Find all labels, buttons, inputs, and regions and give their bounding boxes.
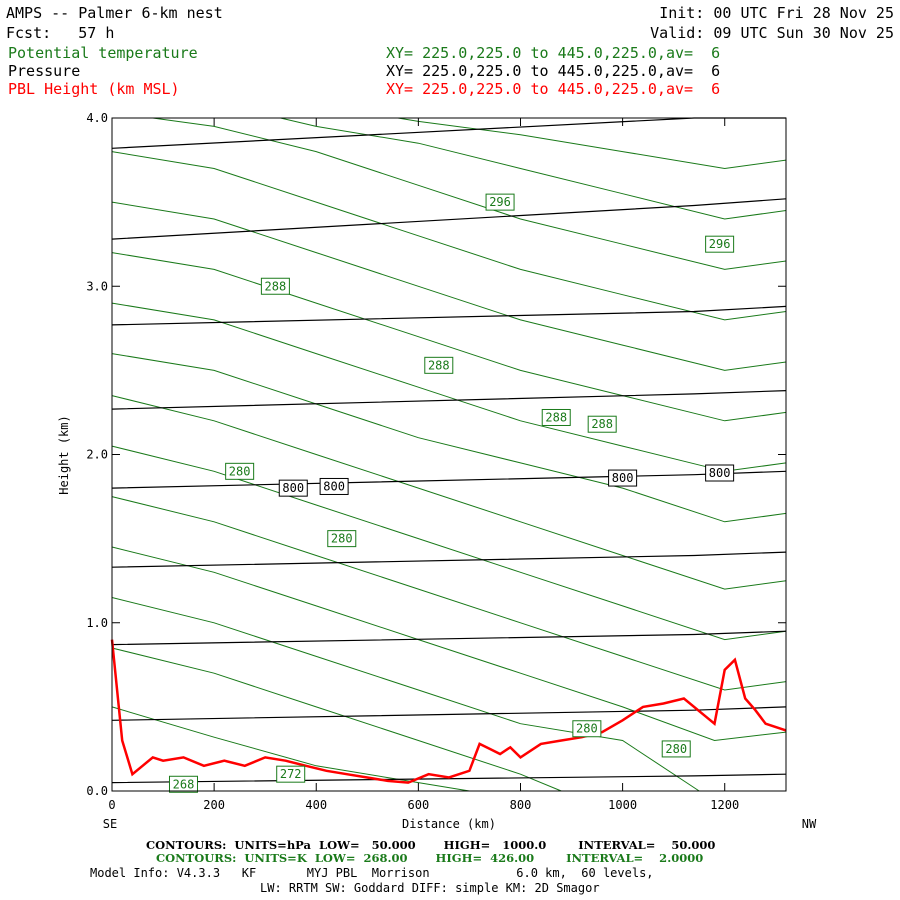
theta-isoline-9 [111,252,787,422]
y-tick-label-3: 3.0 [86,279,108,293]
contour-label-box-10 [276,765,306,783]
theta-isoline-6 [111,395,787,590]
field-pressure-name: Pressure [8,62,81,80]
contour-label-15: 800 [709,466,731,480]
theta-isoline-13 [280,117,787,220]
contour-label-box-11 [168,775,198,793]
pressure-line-3 [111,551,787,568]
field-theta-xy: XY= 225.0,225.0 to 445.0,225.0,av= 6 [386,44,721,62]
x-tick-label-0: 0 [108,798,115,812]
cross-section-chart: 296 296 288 288 288 288 280 280 280 280 272 268 800 8… [57,111,817,831]
contour-label-10: 272 [280,767,302,781]
x-tick-label-6: 1200 [710,798,739,812]
contour-label-2: 288 [265,279,287,293]
field-pressure-xy: XY= 225.0,225.0 to 445.0,225.0,av= 6 [386,62,721,80]
field-theta-name: Potential temperature [8,44,198,62]
theta-isoline-0 [111,706,470,792]
theta-isoline-14 [397,117,787,170]
contour-label-9: 280 [665,742,687,756]
contour-label-box-5 [587,415,617,433]
pressure-line-4 [111,470,787,489]
contour-label-8: 280 [576,722,598,736]
contour-label-13: 800 [323,479,345,493]
contour-label-box-9 [661,740,691,758]
theta-isoline-3 [111,546,787,742]
pressure-line-6 [111,305,787,326]
contour-label-box-3 [424,356,454,374]
contour-label-box-6 [225,462,255,480]
contour-label-12: 800 [282,481,304,495]
contour-label-7: 280 [331,532,353,546]
contour-label-box-13 [319,477,349,495]
contour-label-box-4 [541,408,571,426]
pbl-height-line [110,639,787,784]
x-tick-label-3: 600 [408,798,430,812]
x-tick-label-5: 1000 [608,798,637,812]
contour-label-4: 288 [545,410,567,424]
contour-label-box-12 [278,479,308,497]
footer-contours-theta: CONTOURS: UNITS=K LOW= 268.00 HIGH= 426.… [156,851,704,865]
init-time: Init: 00 UTC Fri 28 Nov 25 [659,4,894,22]
field-pbl-xy: XY= 225.0,225.0 to 445.0,225.0,av= 6 [386,80,721,98]
y-tick-label-0: 0.0 [86,784,108,798]
pressure-line-1 [111,706,787,721]
contour-label-14: 800 [612,471,634,485]
theta-isoline-8 [111,302,787,472]
pressure-line-0 [111,773,787,784]
contour-label-11: 268 [173,777,195,791]
contour-label-0: 296 [489,195,511,209]
pressure-line-2 [111,630,787,646]
theta-isoline-7 [111,353,787,523]
field-pbl-name: PBL Height (km MSL) [8,80,180,98]
forecast-hour: Fcst: 57 h [6,24,115,42]
contour-label-6: 280 [229,464,251,478]
y-tick-label-2: 2.0 [86,448,108,462]
contour-label-box-7 [327,530,357,548]
contour-label-box-8 [572,720,602,738]
y-axis-label: Height (km) [57,415,71,494]
contour-label-5: 288 [591,417,613,431]
valid-time: Valid: 09 UTC Sun 30 Nov 25 [650,24,894,42]
footer-model-info: Model Info: V4.3.3 KF MYJ PBL Morrison 6… [90,866,654,880]
pressure-line-8 [111,117,786,149]
y-tick-label-1: 1.0 [86,616,108,630]
contour-label-box-0 [485,193,515,211]
theta-isoline-12 [152,117,787,270]
x-tick-label-1: 200 [203,798,225,812]
theta-isoline-1 [111,647,562,792]
theta-isoline-10 [111,201,787,371]
x-axis-label: Distance (km) [402,817,496,831]
contour-label-3: 288 [428,358,450,372]
contour-label-box-2 [260,277,290,295]
contour-label-box-15 [705,464,735,482]
footer-model-info-2: LW: RRTM SW: Goddard DIFF: simple KM: 2D… [260,881,600,895]
contour-label-box-1 [705,235,735,253]
footer-contours-pressure: CONTOURS: UNITS=hPa LOW= 50.000 HIGH= 10… [146,838,716,852]
y-tick-label-4: 4.0 [86,111,108,125]
contour-label-box-14 [608,469,638,487]
x-tick-label-4: 800 [510,798,532,812]
right-end-label: NW [802,817,817,831]
plot-title: AMPS -- Palmer 6-km nest [6,4,223,22]
pressure-line-7 [111,198,787,240]
x-tick-label-2: 400 [305,798,327,812]
contour-label-1: 296 [709,237,731,251]
theta-isoline-4 [111,496,787,691]
left-end-label: SE [103,817,117,831]
theta-isoline-11 [111,151,787,321]
pressure-line-5 [111,390,787,410]
theta-isoline-2 [111,597,700,792]
